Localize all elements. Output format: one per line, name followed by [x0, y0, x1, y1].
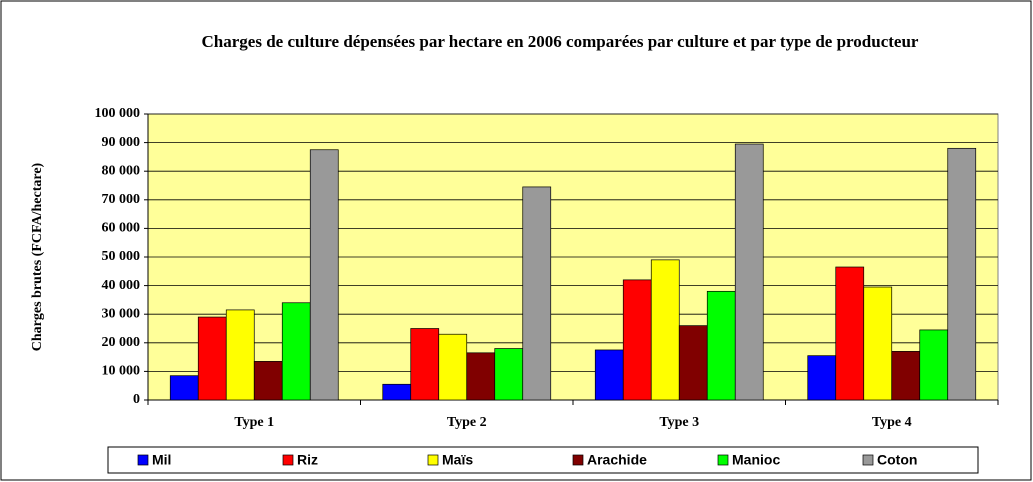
y-tick-label: 50 000	[102, 249, 141, 264]
legend-label: Coton	[877, 452, 917, 468]
bar	[863, 286, 893, 401]
x-tick-label: Type 2	[447, 415, 487, 430]
chart-title: Charges de culture dépensées par hectare…	[201, 32, 919, 51]
bar	[253, 361, 283, 401]
legend-label: Riz	[297, 452, 318, 468]
bar	[835, 266, 865, 401]
y-tick-label: 30 000	[102, 306, 141, 321]
legend-label: Maïs	[442, 452, 473, 468]
bar	[225, 309, 255, 401]
legend-label: Arachide	[587, 452, 647, 468]
x-tick-label: Type 4	[872, 415, 912, 430]
legend	[107, 446, 979, 474]
bar	[594, 349, 624, 401]
bar	[706, 290, 736, 401]
legend-swatch	[717, 454, 729, 466]
bar	[309, 149, 339, 401]
y-tick-label: 10 000	[102, 364, 141, 379]
y-tick-label: 60 000	[102, 221, 141, 236]
legend-label: Manioc	[732, 452, 780, 468]
y-tick-label: 70 000	[102, 192, 141, 207]
bar	[410, 328, 440, 401]
bar	[382, 383, 412, 401]
bar	[466, 352, 496, 401]
bar	[494, 348, 524, 401]
legend-swatch	[282, 454, 294, 466]
x-tick-label: Type 1	[234, 415, 274, 430]
bar	[522, 186, 552, 401]
bar	[678, 325, 708, 401]
y-tick-label: 90 000	[102, 135, 141, 150]
y-tick-label: 20 000	[102, 335, 141, 350]
legend-swatch	[137, 454, 149, 466]
bar	[438, 333, 468, 401]
y-axis-label: Charges brutes (FCFA/hectare)	[30, 162, 45, 351]
bar	[807, 355, 837, 401]
x-tick-label: Type 3	[659, 415, 699, 430]
bar	[169, 375, 199, 401]
bar	[281, 302, 311, 401]
bar	[919, 329, 949, 401]
legend-swatch	[427, 454, 439, 466]
bar	[197, 316, 227, 401]
y-tick-label: 0	[133, 392, 140, 407]
bar	[734, 143, 764, 401]
bar	[947, 147, 977, 401]
bar	[891, 351, 921, 401]
legend-label: Mil	[152, 452, 171, 468]
bar	[622, 279, 652, 401]
bar	[650, 259, 680, 401]
y-tick-label: 80 000	[102, 163, 141, 178]
y-tick-label: 100 000	[95, 106, 141, 121]
legend-swatch	[862, 454, 874, 466]
y-tick-label: 40 000	[102, 278, 141, 293]
legend-swatch	[572, 454, 584, 466]
